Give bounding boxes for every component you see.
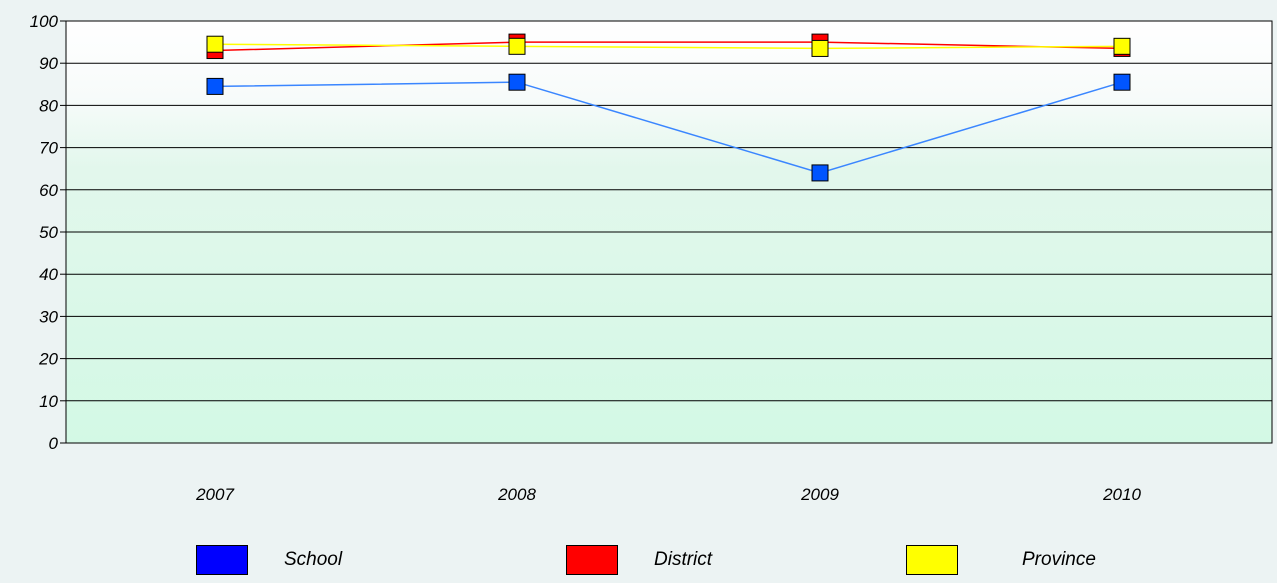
x-tick-label: 2010 — [1102, 485, 1141, 504]
y-axis-ticks: 0 10 20 30 40 50 60 70 80 90 100 — [30, 12, 66, 453]
data-point-school — [206, 77, 224, 95]
series-group — [206, 33, 1131, 182]
x-tick-label: 2008 — [497, 485, 536, 504]
data-point-school — [1113, 73, 1131, 91]
y-tick-label: 50 — [39, 223, 58, 242]
x-tick-label: 2009 — [800, 485, 839, 504]
line-chart: 0 10 20 30 40 50 60 70 80 90 100 2007 2008 2009 2010 — [30, 12, 1273, 504]
y-tick-label: 10 — [39, 392, 58, 411]
y-tick-label: 40 — [39, 265, 58, 284]
gridlines — [66, 62, 1272, 402]
series-line-school — [214, 81, 1123, 174]
legend-label-school: School — [284, 549, 343, 570]
x-tick-label: 2007 — [195, 485, 234, 504]
data-point-school — [508, 73, 526, 91]
series-line-province — [214, 43, 1123, 50]
legend-item-province: Province — [906, 543, 1096, 577]
data-point-province — [508, 37, 526, 55]
data-point-province — [1113, 37, 1131, 55]
legend-swatch-district — [566, 545, 618, 575]
y-tick-label: 20 — [38, 350, 58, 369]
x-axis-ticks: 2007 2008 2009 2010 — [195, 485, 1141, 504]
y-tick-label: 100 — [30, 12, 59, 31]
series-line-district — [214, 41, 1123, 52]
data-point-province — [206, 35, 224, 53]
data-point-school — [811, 164, 829, 182]
legend-item-school: School — [196, 543, 342, 577]
y-tick-label: 60 — [39, 181, 58, 200]
y-tick-label: 90 — [39, 54, 58, 73]
legend-swatch-province — [906, 545, 958, 575]
y-tick-label: 80 — [39, 96, 58, 115]
legend-label-province: Province — [1022, 549, 1096, 570]
y-tick-label: 0 — [49, 434, 59, 453]
y-tick-label: 70 — [39, 139, 58, 158]
legend-swatch-school — [196, 545, 248, 575]
data-point-province — [811, 39, 829, 57]
legend-item-district: District — [566, 543, 712, 577]
y-tick-label: 30 — [39, 307, 58, 326]
legend-label-district: District — [654, 549, 713, 570]
